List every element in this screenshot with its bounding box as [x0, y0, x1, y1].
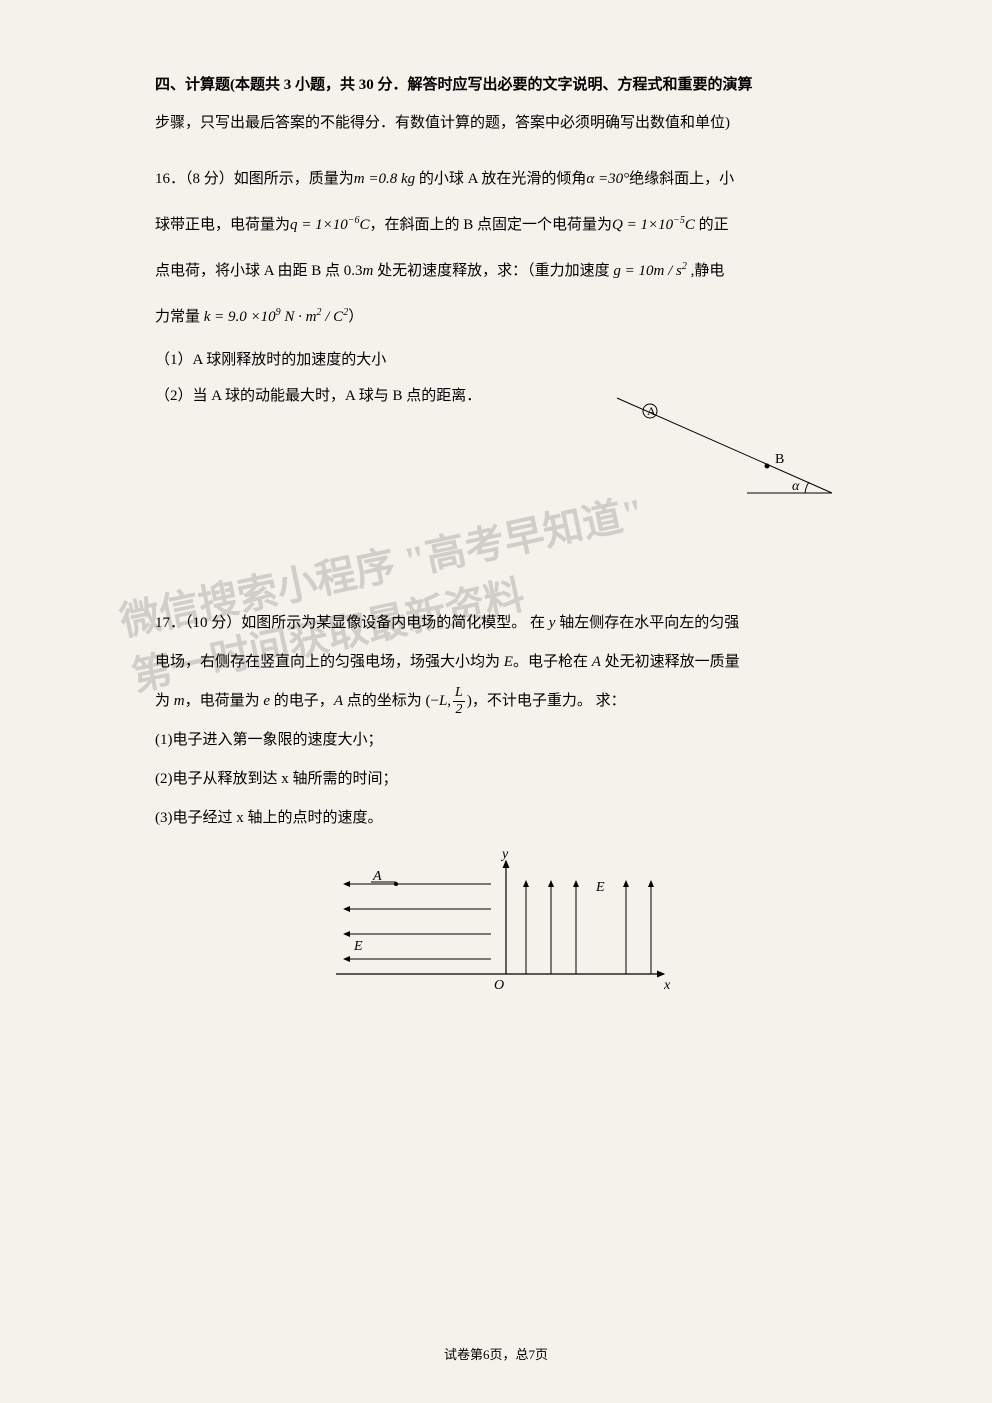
q17-label-A: A — [372, 869, 382, 884]
q17-efield-diagram: y x O A E E — [316, 846, 676, 1006]
question-16: 16．（8 分）如图所示，质量为m =0.8 kg 的小球 A 放在光滑的倾角α… — [155, 158, 837, 414]
page-footer: 试卷第6页，总7页 — [0, 1344, 992, 1363]
section-4-heading-line1: 四、计算题(本题共 3 小题，共 30 分．解答时应写出必要的文字说明、方程式和… — [155, 70, 837, 100]
q16-incline-diagram: A B α — [607, 388, 837, 508]
q17-line3: 为 m，电荷量为 e 的电子，A 点的坐标为 (−L,L2)，不计电子重力。 求… — [155, 682, 837, 721]
q17-sub2: (2)电子从释放到达 x 轴所需的时间； — [155, 760, 837, 799]
q16-line2: 球带正电，电荷量为q = 1×10−6C，在斜面上的 B 点固定一个电荷量为Q … — [155, 204, 837, 246]
q16-line4: 力常量 k = 9.0 ×109 N · m2 / C2） — [155, 296, 837, 338]
q16-label-alpha: α — [792, 479, 800, 494]
q17-label-x: x — [663, 978, 671, 993]
q16-sub1: （1）A 球刚释放时的加速度的大小 — [155, 342, 837, 378]
q17-label-O: O — [494, 978, 504, 993]
question-17: 17．（10 分）如图所示为某显像设备内电场的简化模型。 在 y 轴左侧存在水平… — [155, 604, 837, 1006]
q17-sub1: (1)电子进入第一象限的速度大小； — [155, 721, 837, 760]
q17-sub3: (3)电子经过 x 轴上的点时的速度。 — [155, 799, 837, 838]
q17-label-E-left: E — [353, 939, 363, 954]
q17-line2: 电场，右侧存在竖直向上的匀强电场，场强大小均为 E。电子枪在 A 处无初速释放一… — [155, 643, 837, 682]
q16-label-B: B — [775, 452, 784, 467]
section-4-heading-line2: 步骤，只写出最后答案的不能得分．有数值计算的题，答案中必须明确写出数值和单位) — [155, 108, 837, 138]
q17-line1: 17．（10 分）如图所示为某显像设备内电场的简化模型。 在 y 轴左侧存在水平… — [155, 604, 837, 643]
q16-label-A: A — [647, 404, 656, 418]
q16-line3: 点电荷，将小球 A 由距 B 点 0.3m 处无初速度释放，求：（重力加速度 g… — [155, 250, 837, 292]
q17-left-field — [344, 884, 491, 959]
q17-right-field — [526, 881, 651, 974]
q17-label-y: y — [500, 847, 509, 862]
q16-line1: 16．（8 分）如图所示，质量为m =0.8 kg 的小球 A 放在光滑的倾角α… — [155, 158, 837, 200]
q17-label-E-right: E — [595, 880, 605, 895]
